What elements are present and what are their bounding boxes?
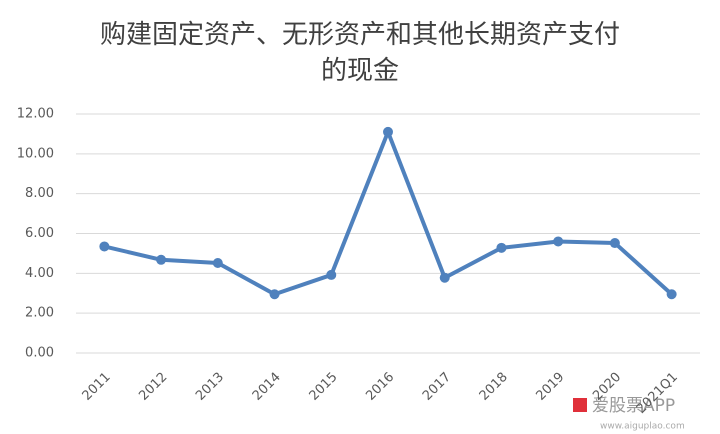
watermark-logo: [573, 398, 587, 412]
point: [553, 236, 564, 247]
watermark-url: www.aiguplao.com: [600, 422, 685, 432]
chart-title: 购建固定资产、无形资产和其他长期资产支付: [100, 20, 620, 50]
y-tick-label: 2.00: [25, 306, 54, 321]
point: [269, 289, 280, 300]
y-tick-label: 10.00: [17, 146, 54, 161]
y-tick-label: 8.00: [25, 186, 54, 201]
point: [496, 242, 507, 253]
point: [326, 269, 337, 280]
point: [439, 272, 450, 283]
y-tick-label: 6.00: [25, 226, 54, 241]
watermark: 爱股票APP: [592, 396, 675, 416]
y-tick-label: 0.00: [25, 346, 54, 361]
point: [156, 254, 167, 265]
point: [383, 126, 393, 137]
point: [99, 241, 110, 252]
chart-title: 的现金: [321, 56, 399, 86]
y-tick-label: 12.00: [17, 107, 54, 122]
point: [212, 257, 223, 268]
point: [609, 238, 620, 249]
y-tick-label: 4.00: [25, 266, 54, 281]
point: [666, 289, 677, 300]
